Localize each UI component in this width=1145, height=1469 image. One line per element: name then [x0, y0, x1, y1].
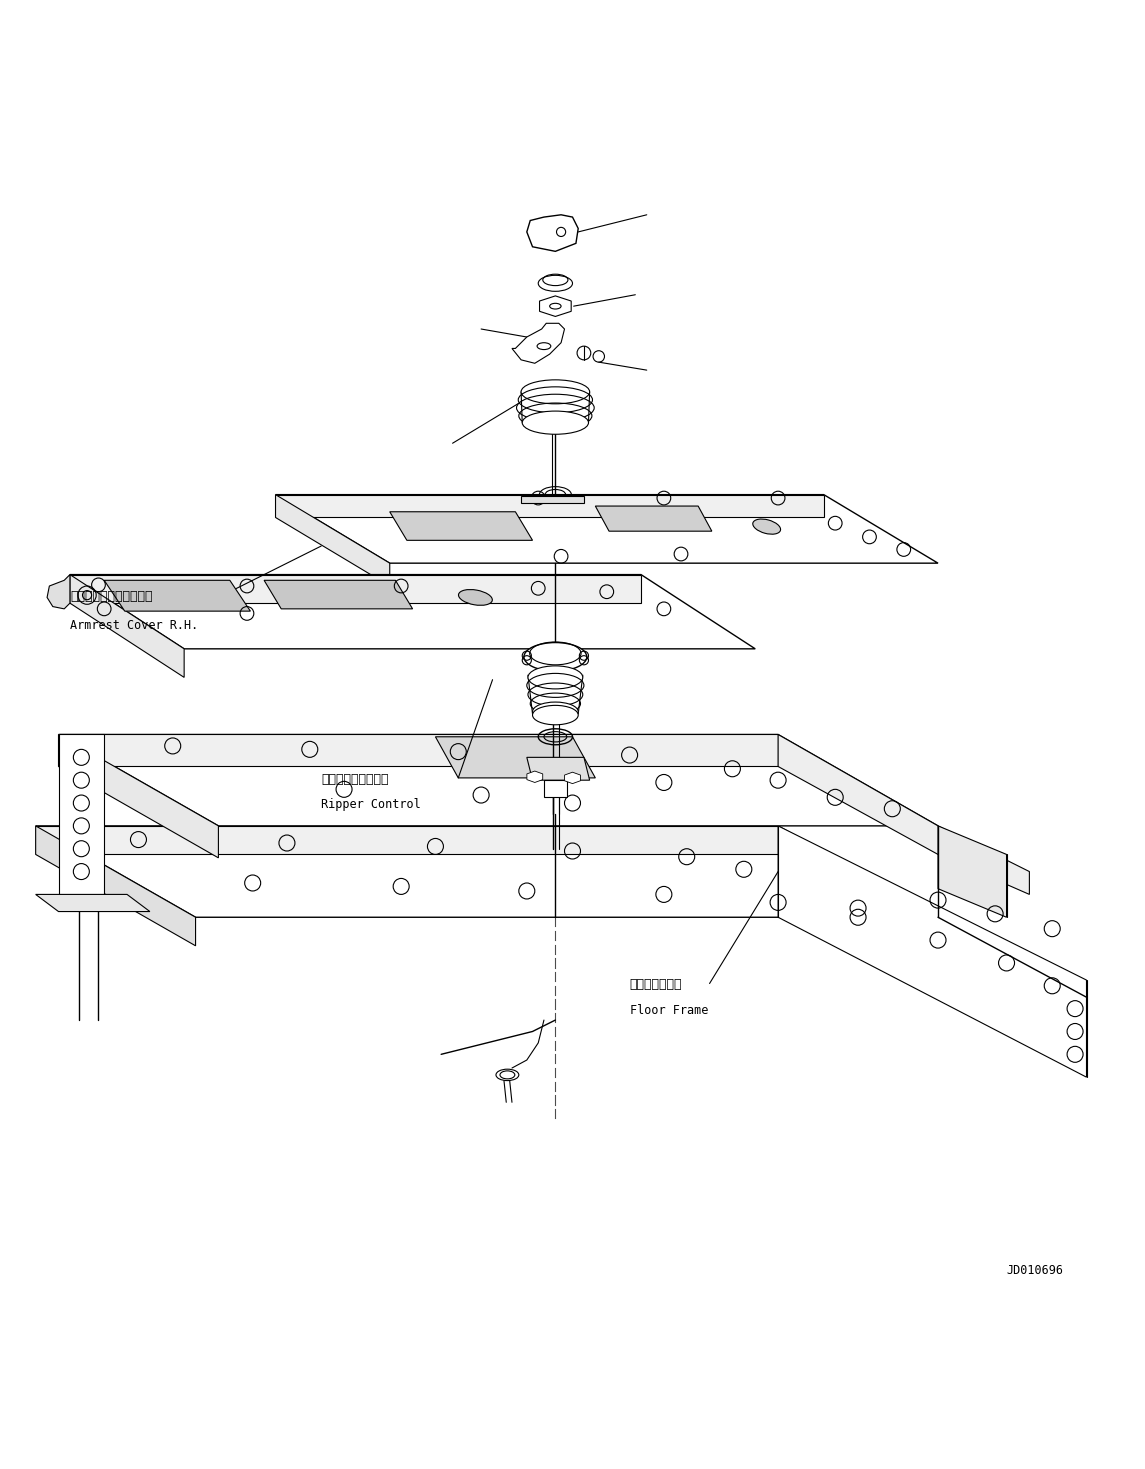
- Polygon shape: [276, 495, 389, 586]
- Polygon shape: [521, 495, 584, 502]
- Polygon shape: [58, 734, 104, 906]
- Polygon shape: [527, 758, 590, 780]
- Text: Armrest Cover R.H.: Armrest Cover R.H.: [70, 618, 198, 632]
- Text: Floor Frame: Floor Frame: [630, 1003, 708, 1017]
- Text: JD010696: JD010696: [1006, 1263, 1064, 1277]
- Polygon shape: [276, 495, 823, 517]
- Polygon shape: [544, 780, 567, 798]
- Polygon shape: [564, 773, 581, 783]
- Ellipse shape: [532, 705, 578, 724]
- Polygon shape: [35, 826, 196, 946]
- Polygon shape: [35, 826, 938, 917]
- Polygon shape: [779, 826, 1087, 1077]
- Text: アームレストカバー　右: アームレストカバー 右: [70, 591, 152, 604]
- Polygon shape: [35, 895, 150, 912]
- Polygon shape: [58, 734, 219, 858]
- Polygon shape: [527, 771, 543, 783]
- Polygon shape: [264, 580, 412, 608]
- Polygon shape: [512, 323, 564, 363]
- Ellipse shape: [522, 411, 589, 435]
- Polygon shape: [70, 574, 184, 677]
- Polygon shape: [938, 826, 1006, 917]
- Ellipse shape: [538, 275, 572, 291]
- Polygon shape: [539, 295, 571, 316]
- Polygon shape: [70, 574, 756, 649]
- Polygon shape: [58, 734, 938, 826]
- Polygon shape: [70, 574, 641, 604]
- Polygon shape: [595, 505, 712, 532]
- Ellipse shape: [458, 589, 492, 605]
- Polygon shape: [389, 511, 532, 541]
- Ellipse shape: [521, 380, 590, 404]
- Text: Ripper Control: Ripper Control: [322, 798, 421, 811]
- Polygon shape: [779, 734, 1029, 895]
- Ellipse shape: [528, 665, 583, 689]
- Ellipse shape: [752, 519, 781, 535]
- Text: フロアフレーム: フロアフレーム: [630, 978, 682, 992]
- Polygon shape: [47, 574, 70, 608]
- Polygon shape: [276, 495, 938, 563]
- Polygon shape: [104, 580, 251, 611]
- Polygon shape: [435, 737, 595, 779]
- Ellipse shape: [524, 642, 586, 671]
- Polygon shape: [58, 734, 779, 767]
- Text: リッパコントロール: リッパコントロール: [322, 773, 388, 786]
- Polygon shape: [527, 214, 578, 251]
- Ellipse shape: [537, 342, 551, 350]
- Ellipse shape: [496, 1069, 519, 1081]
- Ellipse shape: [532, 702, 578, 721]
- Polygon shape: [35, 826, 779, 855]
